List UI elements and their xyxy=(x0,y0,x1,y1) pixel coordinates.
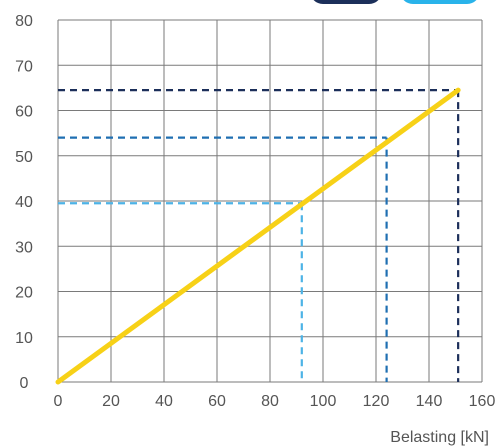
x-tick-label: 160 xyxy=(469,393,496,410)
y-tick-label: 50 xyxy=(15,149,33,166)
y-tick-label: 30 xyxy=(15,239,33,256)
x-axis-ticks: 0 20 40 60 80 100 120 140 160 xyxy=(54,393,496,410)
series-line xyxy=(55,87,461,385)
x-tick-label: 80 xyxy=(261,393,279,410)
x-axis-label: Belasting [kN] xyxy=(390,429,489,446)
legend-chip xyxy=(313,0,379,4)
grid xyxy=(57,19,483,383)
y-tick-label: 20 xyxy=(15,285,33,302)
legend-chip xyxy=(403,0,477,4)
legend-chips xyxy=(313,0,477,4)
x-tick-label: 120 xyxy=(363,393,390,410)
y-axis-ticks: 0 10 20 30 40 50 60 70 80 xyxy=(15,13,33,392)
reference-lines xyxy=(58,89,460,382)
x-tick-label: 0 xyxy=(54,393,63,410)
y-tick-label: 80 xyxy=(15,13,33,30)
y-tick-label: 60 xyxy=(15,104,33,121)
x-tick-label: 40 xyxy=(155,393,173,410)
y-tick-label: 70 xyxy=(15,58,33,75)
series xyxy=(55,87,461,385)
y-tick-label: 0 xyxy=(20,375,29,392)
x-tick-label: 20 xyxy=(102,393,120,410)
y-tick-label: 10 xyxy=(15,330,33,347)
x-tick-label: 100 xyxy=(310,393,337,410)
y-tick-label: 40 xyxy=(15,194,33,211)
x-tick-label: 60 xyxy=(208,393,226,410)
x-tick-label: 140 xyxy=(416,393,443,410)
